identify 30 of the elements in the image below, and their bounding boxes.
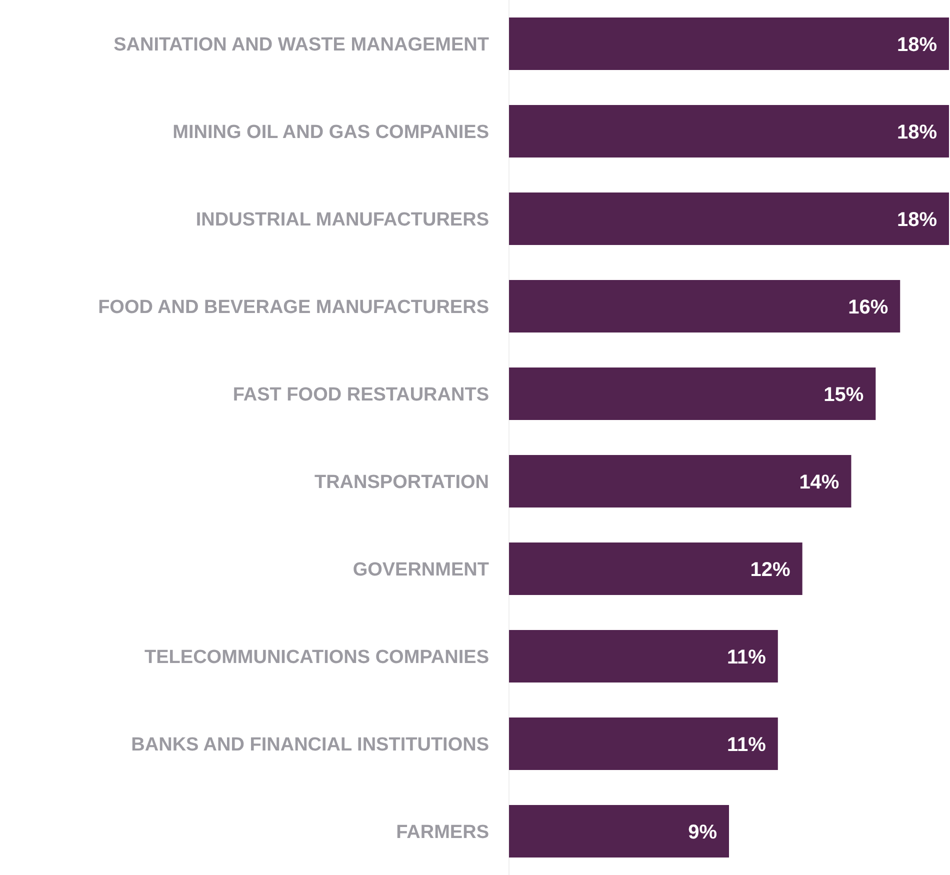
bar: [509, 368, 876, 420]
data-label: 18%: [896, 208, 938, 231]
data-label: 18%: [896, 121, 938, 144]
y-tick-label: INDUSTRIAL MANUFACTURERS: [196, 209, 489, 230]
bar: [509, 542, 802, 595]
data-label: 9%: [688, 821, 718, 844]
bar: [509, 718, 778, 770]
data-label: 11%: [726, 734, 766, 756]
bar: [509, 105, 949, 158]
bar: [509, 455, 852, 508]
data-label: 11%: [726, 646, 766, 668]
data-label: 12%: [750, 558, 791, 581]
bar: [509, 630, 778, 682]
bar: [509, 280, 900, 332]
data-label: 14%: [799, 471, 840, 494]
data-label: 16%: [848, 296, 888, 318]
bar: [509, 18, 949, 70]
y-tick-label: FAST FOOD RESTAURANTS: [232, 384, 489, 406]
y-tick-label: TELECOMMUNICATIONS COMPANIES: [144, 646, 489, 668]
bar: [509, 805, 729, 858]
bar: [509, 192, 949, 245]
y-tick-label: TRANSPORTATION: [314, 472, 489, 493]
y-tick-label: SANITATION AND WASTE MANAGEMENT: [114, 34, 490, 56]
y-tick-label: FOOD AND BEVERAGE MANUFACTURERS: [98, 296, 489, 318]
y-tick-label: FARMERS: [396, 822, 489, 843]
y-tick-label: GOVERNMENT: [352, 559, 490, 580]
y-tick-label: BANKS AND FINANCIAL INSTITUTIONS: [131, 734, 489, 756]
data-label: 15%: [824, 384, 864, 406]
data-label: 18%: [896, 34, 938, 56]
y-tick-label: MINING OIL AND GAS COMPANIES: [172, 122, 489, 143]
